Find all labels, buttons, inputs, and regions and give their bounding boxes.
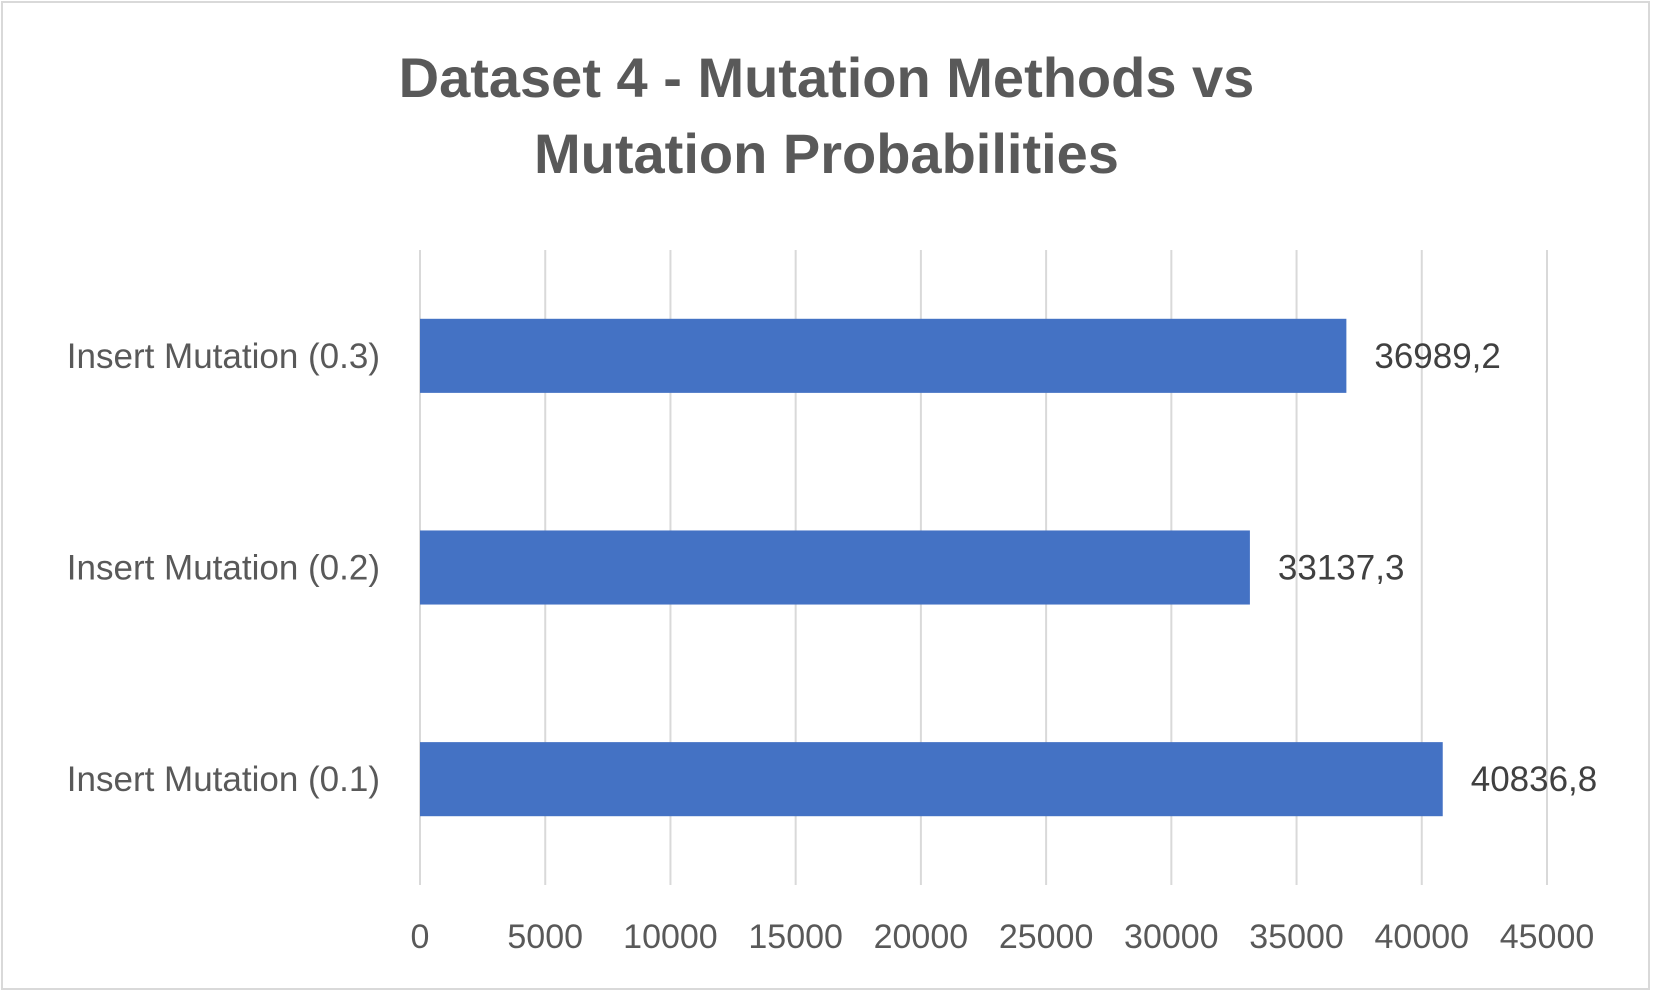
x-tick-label: 20000 [874, 918, 969, 956]
data-labels: 36989,2 33137,3 40836,8 [1278, 337, 1597, 799]
data-label: 36989,2 [1374, 337, 1501, 376]
x-tick-label: 10000 [623, 918, 718, 956]
category-label: Insert Mutation (0.2) [67, 549, 380, 588]
data-label: 33137,3 [1278, 549, 1405, 588]
category-label: Insert Mutation (0.1) [67, 760, 380, 799]
bar [420, 318, 1347, 393]
x-tick-label: 5000 [507, 918, 583, 956]
x-tick-labels: 0 5000 10000 15000 20000 25000 30000 35000 40000… [411, 918, 1595, 956]
data-label: 40836,8 [1471, 760, 1598, 799]
x-tick-label: 30000 [1124, 918, 1219, 956]
bar [420, 742, 1443, 817]
x-tick-label: 45000 [1500, 918, 1595, 956]
x-tick-label: 35000 [1249, 918, 1344, 956]
bar [420, 530, 1250, 605]
x-tick-label: 25000 [999, 918, 1094, 956]
chart-title: Dataset 4 - Mutation Methods vs Mutation… [398, 46, 1255, 185]
x-tick-label: 0 [411, 918, 430, 956]
x-tick-label: 15000 [748, 918, 843, 956]
x-tick-label: 40000 [1375, 918, 1470, 956]
bars [420, 318, 1443, 817]
category-label: Insert Mutation (0.3) [67, 337, 380, 376]
category-labels: Insert Mutation (0.3) Insert Mutation (0.… [67, 337, 380, 799]
